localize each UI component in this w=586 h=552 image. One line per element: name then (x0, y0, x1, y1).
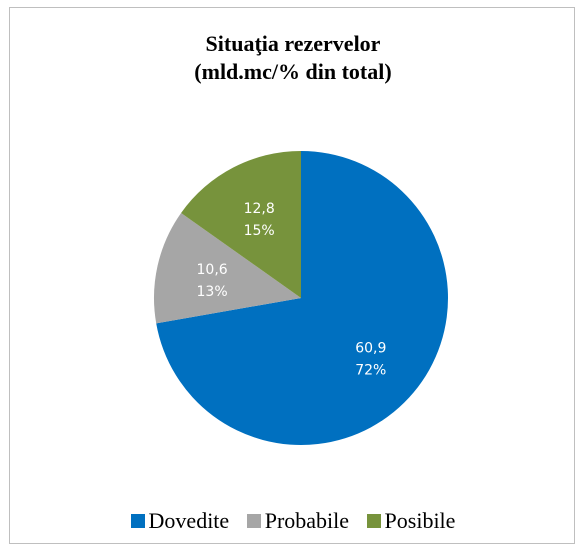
legend-label-probabile: Probabile (264, 508, 350, 533)
chart-legend: Dovedite Probabile Posibile (0, 508, 586, 534)
pie-slice-posibile (181, 151, 301, 298)
pie-slice-probabile (154, 212, 301, 324)
data-label-probabile-percent: 13% (197, 284, 228, 300)
data-label-posibile-percent: 15% (244, 223, 275, 239)
legend-item-posibile: Posibile (366, 508, 456, 534)
legend-item-dovedite: Dovedite (130, 508, 230, 534)
pie-slice-dovedite (156, 151, 449, 445)
legend-swatch-dovedite (130, 514, 145, 528)
data-label-probabile-value: 10,6 (197, 262, 228, 278)
data-label-dovedite-percent: 72% (355, 363, 386, 379)
legend-swatch-posibile (366, 514, 381, 528)
chart-subtitle: (mld.mc/% din total) (194, 59, 392, 84)
legend-label-dovedite: Dovedite (148, 508, 230, 533)
chart-title: Situaţia rezervelor (205, 31, 381, 56)
chart-title-block: Situaţia rezervelor (mld.mc/% din total) (0, 30, 586, 86)
data-label-dovedite-value: 60,9 (355, 341, 386, 357)
legend-label-posibile: Posibile (384, 508, 456, 533)
data-label-posibile-value: 12,8 (244, 201, 275, 217)
legend-swatch-probabile (246, 514, 261, 528)
legend-item-probabile: Probabile (246, 508, 350, 534)
